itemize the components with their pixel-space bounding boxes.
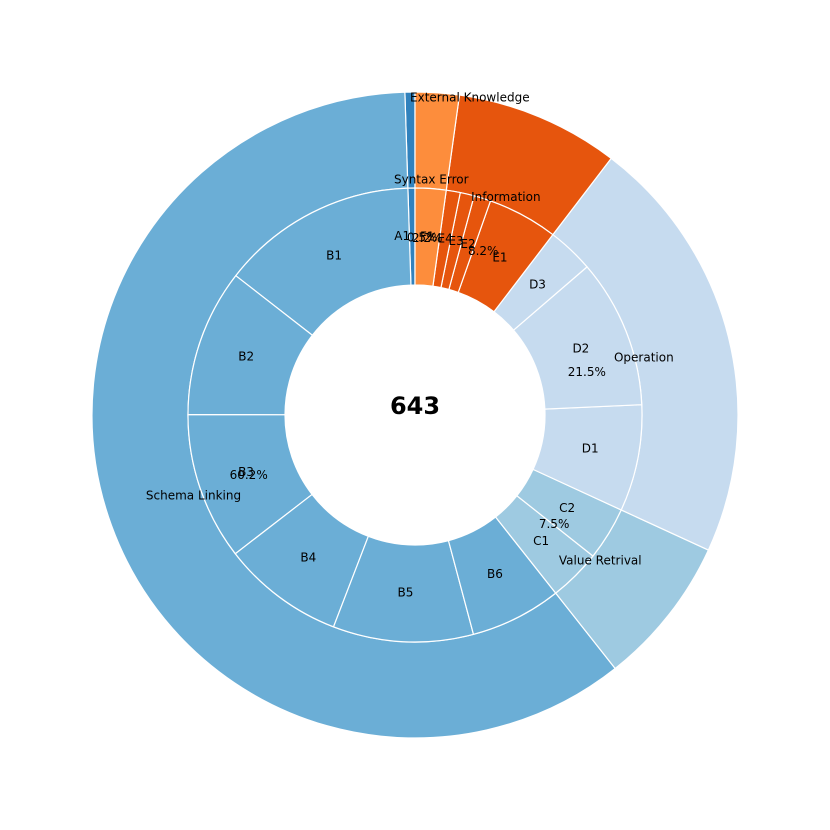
subcategory-label-b3: B3 xyxy=(238,465,254,479)
subcategory-label-f1: F1 xyxy=(420,229,435,243)
category-percent-schema-linking: 60.2% xyxy=(230,468,268,482)
subcategory-label-c2: C2 xyxy=(559,501,575,515)
subcategory-label-b1: B1 xyxy=(326,248,342,262)
category-percent-operation: 21.5% xyxy=(568,365,606,379)
category-label-operation: Operation xyxy=(614,351,674,365)
subcategory-label-b5: B5 xyxy=(398,586,414,600)
category-label-value-retrival: Value Retrival xyxy=(559,553,642,567)
subcategory-label-b4: B4 xyxy=(300,551,316,565)
subcategory-label-e3: E3 xyxy=(448,234,463,248)
category-label-schema-linking: Schema Linking xyxy=(146,488,241,502)
subcategory-label-d1: D1 xyxy=(582,442,599,456)
category-percent-external-knowledge: 0.5% xyxy=(407,230,438,244)
subcategory-label-b2: B2 xyxy=(238,349,254,363)
subcategory-label-e1: E1 xyxy=(492,250,507,264)
subcategory-label-d3: D3 xyxy=(529,278,546,292)
subcategory-label-c1: C1 xyxy=(533,534,549,548)
category-label-external-knowledge: External Knowledge xyxy=(410,91,530,105)
subcategory-label-a1: A1 xyxy=(394,229,410,243)
category-label-information: Information xyxy=(471,190,540,204)
subcategory-label-d2: D2 xyxy=(572,342,589,356)
labels-layer: External Knowledge 0.5%A1 Schema Linking 60… xyxy=(146,91,674,600)
category-percent-syntax-error: 2.2% xyxy=(412,231,443,245)
category-percent-value-retrival: 7.5% xyxy=(539,517,570,531)
subcategory-label-e2: E2 xyxy=(460,237,475,251)
inner-ring xyxy=(187,187,643,643)
category-percent-information: 8.2% xyxy=(468,244,499,258)
inner-wedge-f1 xyxy=(414,187,447,287)
outer-ring xyxy=(91,91,739,739)
center-total-label: 643 xyxy=(390,392,440,420)
subcategory-label-e4: E4 xyxy=(437,232,452,246)
subcategory-label-b6: B6 xyxy=(487,567,503,581)
category-label-syntax-error: Syntax Error xyxy=(394,172,469,186)
